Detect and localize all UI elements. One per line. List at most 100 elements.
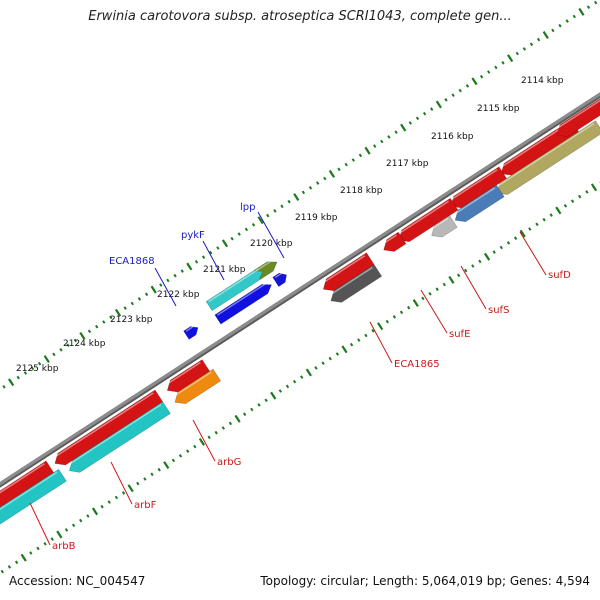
inner-tick-dot-major <box>448 275 455 284</box>
inner-tick-dot <box>471 264 475 268</box>
outer-tick-dot <box>166 278 170 283</box>
inner-tick-dot-major <box>590 183 598 192</box>
inner-tick-dot <box>570 199 575 204</box>
inner-tick-dot <box>178 453 183 458</box>
gene-labels: lpp pykF ECA1868 sufD sufS sufE ECA1865 arbG arb… <box>29 202 571 552</box>
outer-tick-dot <box>316 181 320 185</box>
inner-tick-dot <box>7 565 12 569</box>
outer-tick-dot <box>344 162 348 167</box>
gene-suf-1-highlight <box>499 122 570 169</box>
inner-tick-dot-major <box>377 322 384 331</box>
outer-tick-dot-major <box>79 331 86 340</box>
gene-label-eca1865: ECA1865 <box>394 359 440 370</box>
inner-tick-dot <box>214 430 218 435</box>
outer-tick-dot-major <box>150 285 157 294</box>
outer-tick-dot <box>565 19 569 23</box>
inner-tick-dot <box>364 333 368 338</box>
scale-tick-label: 2122 kbp <box>157 290 200 300</box>
outer-tick-dot-major <box>400 123 407 132</box>
gene-sufE <box>431 215 458 238</box>
outer-tick-dot <box>551 28 555 33</box>
inner-tick-dot <box>43 541 47 546</box>
inner-tick-dot <box>456 273 461 278</box>
gene-ECA1865 <box>330 264 383 303</box>
outer-tick-dot <box>586 5 591 10</box>
inner-tick-dot <box>407 305 411 310</box>
outer-tick-dot <box>95 324 99 329</box>
outer-tick-dot <box>251 222 256 227</box>
gene-arbG-cds <box>166 359 211 393</box>
inner-tick-dot-major <box>127 484 134 493</box>
outer-tick-dot <box>515 51 519 56</box>
outer-tick-dot <box>501 60 505 65</box>
inner-tick-dot <box>528 227 532 231</box>
inner-tick-dot <box>71 523 76 528</box>
inner-tick-dot <box>114 495 119 500</box>
outer-tick-dot <box>458 88 462 93</box>
gene-track <box>0 98 600 525</box>
outer-tick-dot <box>280 204 284 209</box>
inner-tick-dot-major <box>20 553 27 562</box>
gene-label-arbg: arbG <box>217 457 241 468</box>
inner-tick-dot <box>207 435 211 440</box>
gene-label-leader <box>192 419 216 462</box>
scale-tick-label: 2124 kbp <box>63 339 106 349</box>
outer-tick-dot-major <box>507 54 514 63</box>
gene-pykF-cds <box>205 270 264 312</box>
outer-tick-dot <box>230 236 234 241</box>
gene-sufS-highlight <box>453 187 496 216</box>
inner-tick-dot-major <box>270 391 277 400</box>
gene-arbF-cds-highlight <box>53 392 154 459</box>
outer-tick-dot <box>415 116 420 121</box>
inner-tick-dot-major <box>305 368 312 377</box>
gene-arbB-cds-highlight <box>0 463 45 494</box>
accession-label: Accession: NC_004547 <box>9 574 146 588</box>
inner-tick-dot <box>314 366 318 370</box>
gene-lpp-partner <box>272 272 287 288</box>
gene-label-leader <box>420 289 448 334</box>
inner-tick-dot-major <box>412 299 419 307</box>
inner-tick-dot <box>535 222 539 227</box>
outer-tick-dot <box>59 347 63 352</box>
inner-tick-dot <box>285 384 290 389</box>
gene-label-leader <box>154 267 177 307</box>
outer-tick-dot <box>451 93 455 98</box>
outer-tick-dot-major <box>542 31 549 39</box>
scale-tick-label: 2119 kbp <box>295 213 338 223</box>
inner-tick-dot <box>335 352 340 356</box>
inner-tick-dot <box>264 398 268 403</box>
outer-tick-dot <box>194 259 199 264</box>
gene-label-sufs: sufS <box>488 305 509 316</box>
inner-tick-dot <box>250 407 254 412</box>
inner-tick-dot <box>257 403 261 407</box>
gene-label-pykf: pykF <box>181 230 205 241</box>
inner-tick-dot-major <box>56 530 63 539</box>
gene-sufE-small-highlight <box>381 234 398 245</box>
outer-tick-dot-major <box>471 77 478 86</box>
inner-tick-dot <box>0 569 4 574</box>
gene-arbG-highlight <box>173 371 212 398</box>
inner-tick-dot <box>499 245 503 250</box>
inner-tick-dot <box>143 477 147 481</box>
outer-tick-dot <box>73 338 77 343</box>
outer-tick-dot <box>430 107 434 111</box>
gene-pykF-cds-highlight <box>208 268 259 303</box>
gene-sufS <box>454 184 505 223</box>
outer-tick-dot <box>209 250 213 255</box>
inner-tick-dot <box>563 203 568 208</box>
inner-tick-dot <box>29 551 33 555</box>
inner-tick-dot-major <box>198 437 206 446</box>
inner-tick-dot <box>50 537 54 541</box>
outer-tick-dot <box>337 167 341 172</box>
scale-tick-label: 2125 kbp <box>16 364 59 374</box>
inner-tick-dot <box>349 342 354 347</box>
gene-sufS-cds-highlight <box>449 169 498 202</box>
outer-tick-dot <box>572 14 576 19</box>
gene-suf-2-highlight <box>555 99 600 130</box>
gene-arbF-cds <box>54 389 164 466</box>
gene-arbG <box>174 368 222 405</box>
gene-pykF <box>214 284 272 325</box>
gene-arbB-highlight <box>0 471 58 511</box>
outer-tick-dot <box>244 227 249 232</box>
outer-tick-dot <box>444 97 448 102</box>
